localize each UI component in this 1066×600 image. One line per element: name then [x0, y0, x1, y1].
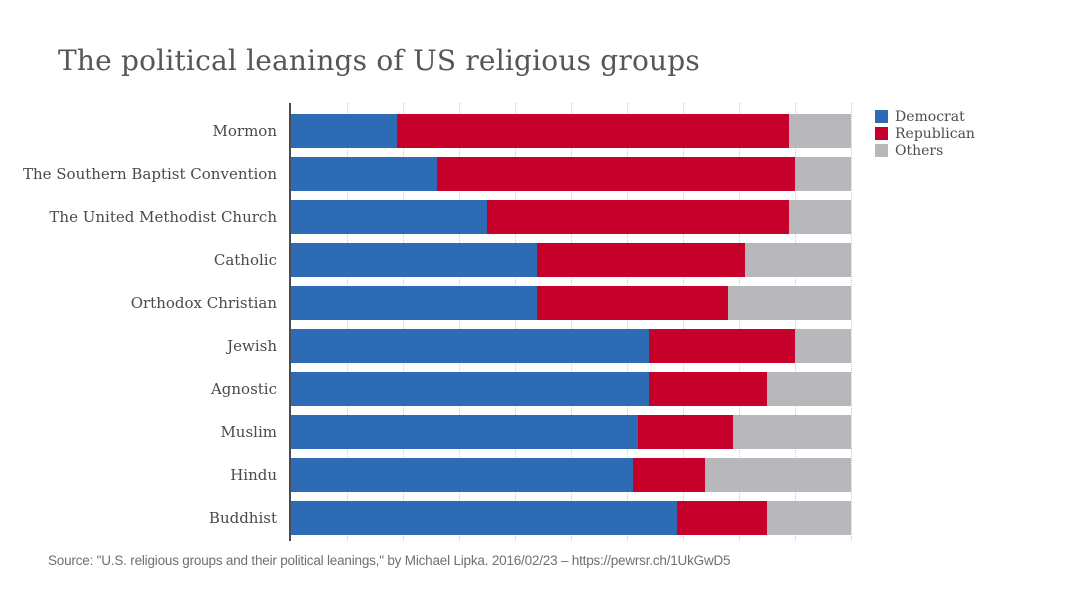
legend-swatch-others	[875, 144, 888, 157]
legend-label: Republican	[895, 125, 975, 142]
gridline	[403, 103, 404, 541]
legend-label: Others	[895, 142, 944, 159]
bar-segment-democrat	[291, 458, 633, 492]
legend-swatch-democrat	[875, 110, 888, 123]
legend-item: Democrat	[875, 108, 975, 125]
bar-segment-republican	[677, 501, 767, 535]
bar-segment-democrat	[291, 501, 678, 535]
bar-row	[291, 243, 851, 277]
bar-segment-republican	[638, 415, 734, 449]
bar-segment-others	[794, 329, 851, 363]
bar-segment-others	[733, 415, 851, 449]
bar-row	[291, 157, 851, 191]
bar-row	[291, 501, 851, 535]
gridline	[459, 103, 460, 541]
bar-row	[291, 114, 851, 148]
legend-label: Democrat	[895, 108, 965, 125]
bar-segment-democrat	[291, 200, 487, 234]
legend-item: Republican	[875, 125, 975, 142]
bar-segment-others	[766, 372, 851, 406]
bar-segment-democrat	[291, 157, 437, 191]
gridline	[683, 103, 684, 541]
bar-segment-republican	[397, 114, 790, 148]
bar-segment-democrat	[291, 286, 538, 320]
bar-segment-others	[727, 286, 851, 320]
bar-segment-democrat	[291, 415, 639, 449]
bar-segment-republican	[649, 372, 767, 406]
category-label: Jewish	[227, 337, 277, 355]
gridline	[571, 103, 572, 541]
bar-segment-republican	[649, 329, 795, 363]
bar-segment-republican	[436, 157, 795, 191]
bar-segment-others	[766, 501, 851, 535]
category-label: The Southern Baptist Convention	[22, 165, 277, 183]
bar-segment-democrat	[291, 329, 650, 363]
chart-title: The political leanings of US religious g…	[58, 44, 700, 77]
source-note: Source: "U.S. religious groups and their…	[48, 553, 731, 568]
category-label: Orthodox Christian	[130, 294, 277, 312]
bar-segment-others	[789, 200, 851, 234]
bar-row	[291, 286, 851, 320]
gridline	[851, 103, 852, 541]
legend-swatch-republican	[875, 127, 888, 140]
bar-segment-democrat	[291, 372, 650, 406]
category-label: Buddhist	[208, 509, 277, 527]
bar-row	[291, 415, 851, 449]
bar-segment-republican	[487, 200, 790, 234]
category-label: The United Methodist Church	[49, 208, 277, 226]
bar-segment-republican	[632, 458, 706, 492]
bar-segment-republican	[537, 286, 728, 320]
gridline	[515, 103, 516, 541]
legend-item: Others	[875, 142, 975, 159]
bar-segment-others	[705, 458, 851, 492]
bar-segment-republican	[537, 243, 745, 277]
category-label: Mormon	[212, 122, 277, 140]
bar-segment-democrat	[291, 114, 398, 148]
gridline	[795, 103, 796, 541]
chart-area	[289, 103, 852, 541]
bar-segment-democrat	[291, 243, 538, 277]
bar-row	[291, 372, 851, 406]
gridlines	[289, 103, 852, 541]
bar-row	[291, 458, 851, 492]
bar-segment-others	[789, 114, 851, 148]
category-label: Catholic	[213, 251, 277, 269]
gridline	[739, 103, 740, 541]
gridline	[347, 103, 348, 541]
category-label: Hindu	[230, 466, 277, 484]
bar-row	[291, 200, 851, 234]
bar-row	[291, 329, 851, 363]
category-label: Muslim	[220, 423, 277, 441]
gridline	[627, 103, 628, 541]
bar-segment-others	[794, 157, 851, 191]
y-axis-line	[289, 103, 291, 541]
bar-segment-others	[744, 243, 851, 277]
category-label: Agnostic	[210, 380, 277, 398]
legend: Democrat Republican Others	[875, 110, 975, 161]
